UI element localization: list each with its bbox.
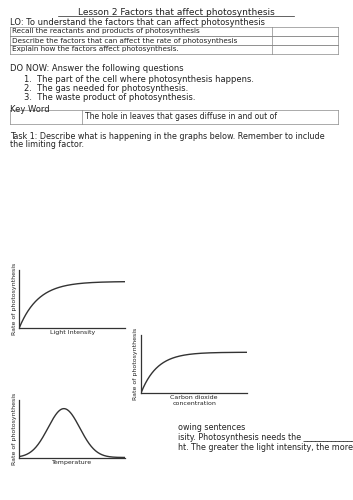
X-axis label: Light Intensity: Light Intensity xyxy=(50,330,95,336)
Text: Recall the reactants and products of photosynthesis: Recall the reactants and products of pho… xyxy=(12,28,200,34)
Text: The hole in leaves that gases diffuse in and out of: The hole in leaves that gases diffuse in… xyxy=(85,112,277,121)
Text: Lesson 2 Factors that affect photosynthesis: Lesson 2 Factors that affect photosynthe… xyxy=(78,8,274,17)
Text: 1.  The part of the cell where photosynthesis happens.: 1. The part of the cell where photosynth… xyxy=(24,75,254,84)
Text: DO NOW: Answer the following questions: DO NOW: Answer the following questions xyxy=(10,64,184,73)
Text: isity. Photosynthesis needs the _____________________: isity. Photosynthesis needs the ________… xyxy=(178,433,353,442)
Y-axis label: Rate of photosynthesis: Rate of photosynthesis xyxy=(133,328,138,400)
Text: LO: To understand the factors that can affect photosynthesis: LO: To understand the factors that can a… xyxy=(10,18,265,27)
X-axis label: Temperature: Temperature xyxy=(52,460,92,466)
Text: 3.  The waste product of photosynthesis.: 3. The waste product of photosynthesis. xyxy=(24,93,196,102)
Y-axis label: Rate of photosynthesis: Rate of photosynthesis xyxy=(12,262,17,335)
Text: 2.  The gas needed for photosynthesis.: 2. The gas needed for photosynthesis. xyxy=(24,84,188,93)
Text: Explain how the factors affect photosynthesis.: Explain how the factors affect photosynt… xyxy=(12,46,179,52)
Text: owing sentences: owing sentences xyxy=(178,423,245,432)
Text: the limiting factor.: the limiting factor. xyxy=(10,140,84,149)
Text: Key Word: Key Word xyxy=(10,105,50,114)
X-axis label: Carbon dioxide
concentration: Carbon dioxide concentration xyxy=(170,396,218,406)
Text: Task 1: Describe what is happening in the graphs below. Remember to include: Task 1: Describe what is happening in th… xyxy=(10,132,325,141)
Text: Describe the factors that can affect the rate of photosynthesis: Describe the factors that can affect the… xyxy=(12,38,237,44)
Text: ht. The greater the light intensity, the more energy: ht. The greater the light intensity, the… xyxy=(178,443,353,452)
Y-axis label: Rate of photosynthesis: Rate of photosynthesis xyxy=(12,392,17,465)
